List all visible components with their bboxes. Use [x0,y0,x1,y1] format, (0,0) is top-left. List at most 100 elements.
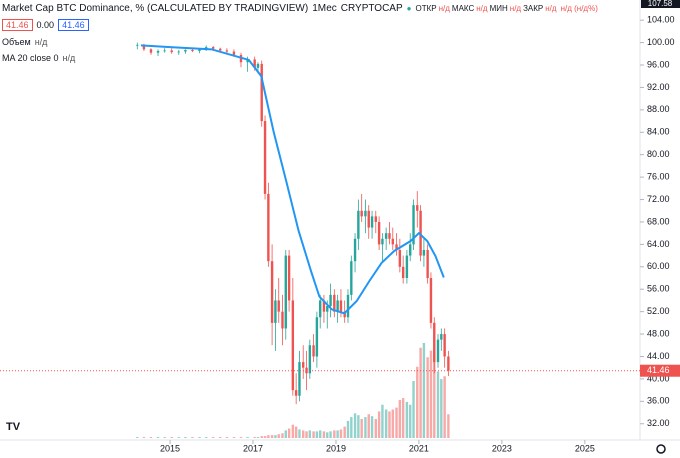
candle-body [422,249,426,256]
ask[interactable]: 41.46 [58,19,89,31]
ohlc-value: н/д [438,4,450,13]
volume-bar [333,430,336,438]
volume-bar [191,437,194,438]
corner-label: 107.58 [648,0,673,8]
volume-bar [177,437,180,438]
volume-bar [429,350,433,438]
x-tick-label: 2019 [326,443,346,453]
volume-bar [163,437,166,438]
ohlc-label: ЗАКР [523,4,544,13]
candle-body [312,345,315,357]
spread: 0.00 [36,20,55,30]
candle-body [426,249,429,279]
volume-bar [260,436,263,438]
candle-body [277,300,280,312]
candle-body [142,44,146,50]
svg-text:TV: TV [6,421,21,433]
x-tick-label: 2015 [160,443,180,453]
candle-body [256,63,260,68]
y-tick-label: 104.00 [647,15,675,25]
candle-body [270,261,274,323]
candle-body [308,345,312,374]
candle-body [253,59,256,68]
volume-bar [405,401,409,438]
bid[interactable]: 41.46 [2,19,33,31]
volume-bar [281,433,284,438]
candle-body [395,244,398,250]
y-tick-label: 60.00 [647,261,670,271]
volume-bar [263,436,267,438]
volume-bar [267,435,270,438]
candle-body [294,390,298,396]
candle-body [136,44,139,46]
settings-icon[interactable] [656,444,666,454]
candle-body [274,300,277,323]
y-tick-label: 44.00 [647,351,670,361]
volume-bar [156,437,160,438]
ohlc-label: МАКС [451,4,475,13]
candle-body [429,278,433,323]
candle-body [381,238,384,245]
candle-body [357,210,360,239]
legend-row: Market Cap BTC Dominance, % (CALCULATED … [2,3,598,14]
volume-bar [312,431,315,438]
candle-body [211,47,215,49]
candle-body [339,300,343,312]
volume-bar [370,416,374,438]
candle-body [409,244,412,256]
ma-line [140,44,445,315]
volume-bar [170,437,173,438]
candle-body [440,334,443,340]
volume-bar [204,437,208,438]
y-tick-label: 80.00 [647,149,670,159]
candle-body [191,49,194,52]
y-tick-label: 100.00 [647,37,675,47]
candle-body [436,339,440,363]
volume-bar [225,437,229,438]
candle-body [412,205,415,245]
volume-bar [329,431,332,438]
corner-label-bg [641,0,680,8]
volume-bar [270,435,274,438]
volume-bar [298,429,301,438]
candle-body [281,311,284,329]
candle-body [232,51,236,55]
y-tick-label: 32.00 [647,418,670,428]
candle-body [156,51,160,53]
y-tick-label: 56.00 [647,284,670,294]
volume-bar [398,400,402,438]
volume-bar [360,419,363,438]
candle-body [377,221,381,245]
volume-bar [142,437,146,438]
volume-bar [284,430,287,438]
volume-label: Объем [2,37,31,47]
candle-body [388,233,391,239]
volume-bar [350,417,353,438]
volume-bar [346,420,350,438]
ohlc: ОТКР н/д МАКС н/д МИН н/д ЗАКР н/д н/д (н/д%) [415,4,597,13]
volume-bar [277,434,280,438]
volume-bar [232,437,236,438]
symbol: Market Cap BTC Dominance, % (CALCULATED … [2,3,309,14]
volume-value: н/д [34,37,48,47]
y-tick-label: 48.00 [647,328,670,338]
x-tick-label: 2017 [243,443,263,453]
candle-body [391,238,394,245]
candle-body [370,216,374,228]
candle-body [163,50,166,52]
candle-body [447,356,450,371]
volume-bar [391,409,394,438]
candle-body [263,121,267,194]
candle-body [170,50,173,53]
volume-layer [136,343,450,438]
y-tick-label: 92.00 [647,82,670,92]
volume-bar [443,376,446,438]
candle-body [329,294,332,307]
candle-body [419,210,422,256]
y-tick-label: 36.00 [647,396,670,406]
candle-body [336,300,339,312]
volume-bar [219,437,222,438]
candle-body [398,249,402,267]
volume-bar [302,430,305,438]
